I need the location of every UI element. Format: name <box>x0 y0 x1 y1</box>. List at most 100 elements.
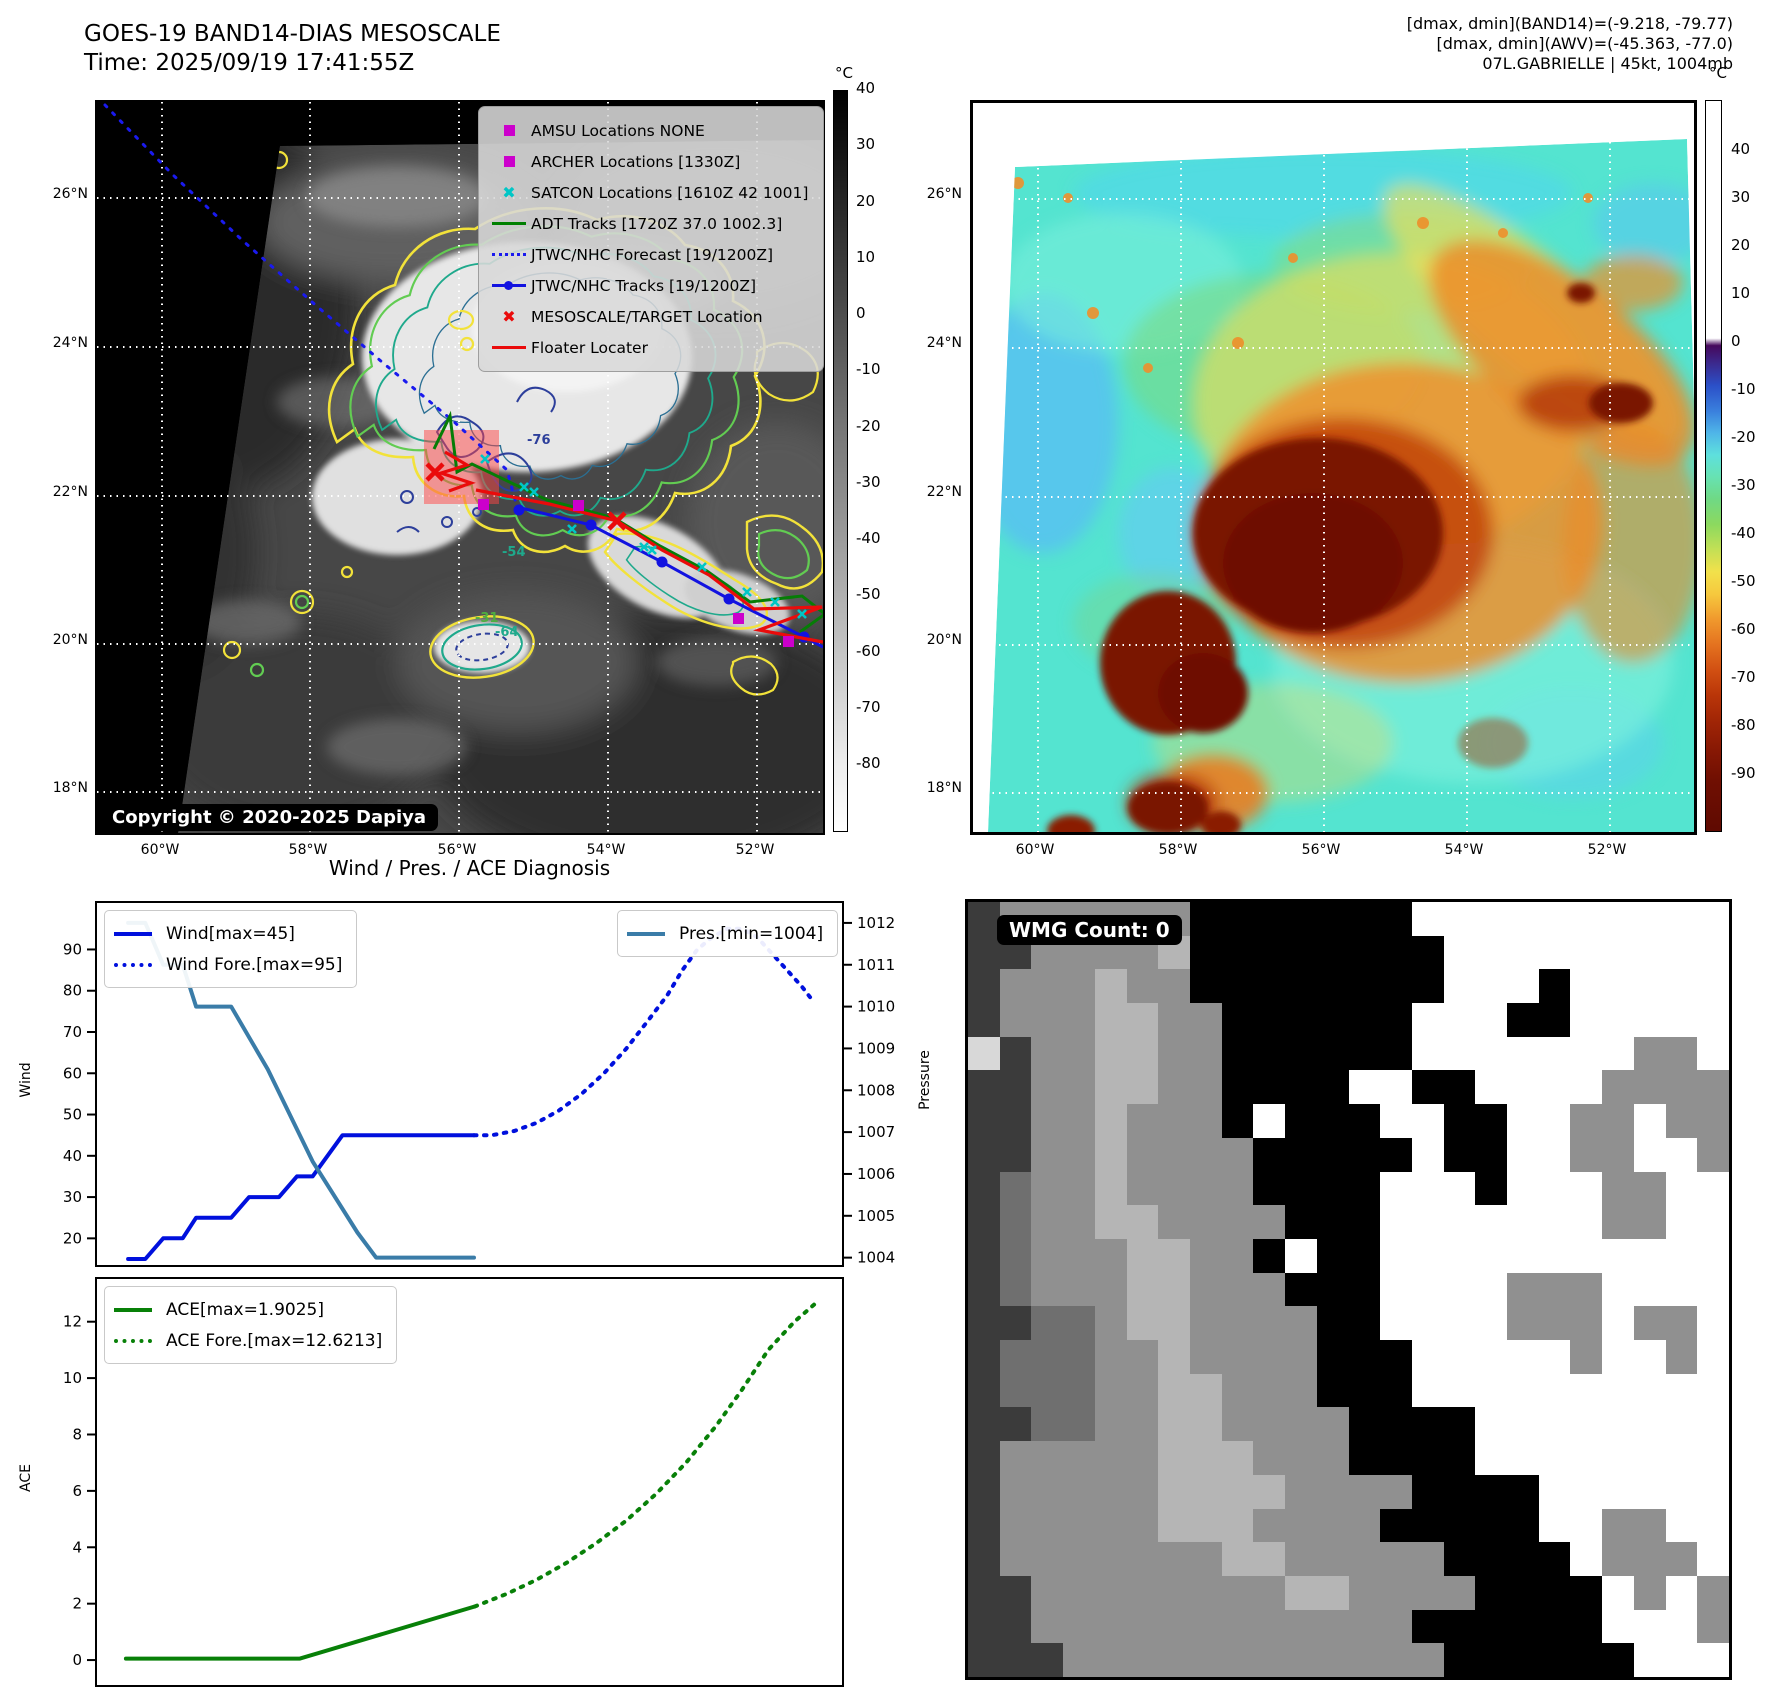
tick-label: 1007 <box>857 1123 895 1141</box>
wmg-cell <box>1665 935 1698 970</box>
wmg-cell <box>1443 1474 1476 1509</box>
tick-label: 8 <box>72 1425 82 1443</box>
wmg-cell <box>1094 1373 1127 1408</box>
wmg-cell <box>1063 1643 1095 1677</box>
colorbar-tick-label: 0 <box>856 304 866 322</box>
wmg-cell <box>1443 1306 1476 1341</box>
wmg-cell <box>1189 1542 1222 1576</box>
wmg-cell <box>1443 1508 1476 1543</box>
wmg-cell <box>1411 1238 1444 1273</box>
wmg-cell <box>1126 969 1159 1004</box>
colorbar-tick-label: 10 <box>1731 284 1751 302</box>
wmg-cell <box>1189 1474 1222 1509</box>
wmg-cell <box>1475 1407 1508 1442</box>
legend-item-amsu: AMSU Locations NONE <box>487 115 813 146</box>
wmg-cell <box>1507 1003 1539 1037</box>
wmg-cell <box>1570 1036 1603 1071</box>
colorbar-tick-label: -10 <box>856 360 881 379</box>
wmg-cell <box>1602 1036 1634 1071</box>
wmg-cell <box>1158 1137 1190 1172</box>
wmg-cell <box>1507 1070 1539 1105</box>
wmg-cell <box>1633 1474 1666 1509</box>
wmg-cell <box>999 1542 1032 1576</box>
wmg-cell <box>1348 1474 1381 1509</box>
wmg-cell <box>1316 1407 1349 1442</box>
wmg-cell <box>1697 1340 1729 1374</box>
wmg-cell <box>1221 1171 1254 1206</box>
colorbar-tick-label: -50 <box>856 585 881 604</box>
wmg-cell <box>1665 1306 1698 1341</box>
wmg-cell <box>999 1171 1032 1206</box>
tick-label: 1008 <box>857 1081 895 1099</box>
wmg-cell <box>1507 1542 1539 1576</box>
wmg-cell <box>1538 1070 1571 1105</box>
wmg-cell <box>1031 1575 1064 1610</box>
wmg-cell <box>968 1340 1000 1374</box>
wmg-cell <box>999 1205 1032 1239</box>
wmg-cell <box>999 969 1032 1004</box>
wmg-cell <box>1633 1205 1666 1239</box>
wmg-cell <box>999 1643 1032 1677</box>
wmg-cell <box>968 1609 1000 1644</box>
wmg-cell <box>1475 1306 1508 1341</box>
wmg-cell <box>1253 1070 1286 1105</box>
wmg-cell <box>1316 1104 1349 1138</box>
wmg-cell <box>1475 1104 1508 1138</box>
wmg-cell <box>1538 1508 1571 1543</box>
wmg-cell <box>1221 1441 1254 1475</box>
blue-dotted-line-icon <box>114 962 166 967</box>
wmg-cell <box>999 1036 1032 1071</box>
wmg-cell <box>1380 1003 1412 1037</box>
legend-item-archer: ARCHER Locations [1330Z] <box>487 146 813 177</box>
wmg-cell <box>1538 1407 1571 1442</box>
wmg-cell <box>1538 1137 1571 1172</box>
inner-contour-scribbles <box>396 386 556 533</box>
colorbar-tick-label: -20 <box>1731 428 1756 446</box>
wmg-cell <box>1633 1306 1666 1341</box>
wmg-cell <box>1348 1340 1381 1374</box>
wmg-cell <box>968 1036 1000 1071</box>
wmg-cell <box>1411 1575 1444 1610</box>
wmg-cell <box>1380 1441 1412 1475</box>
ace-chart: 0 2 4 6 8 10 12 <box>63 1277 844 1687</box>
wmg-cell <box>1443 1643 1476 1677</box>
wmg-cell <box>1602 902 1634 936</box>
wmg-cell <box>1507 1474 1539 1509</box>
wmg-cell <box>1475 1340 1508 1374</box>
wmg-cell <box>1507 1205 1539 1239</box>
band14-colorbar: °C 40 30 20 10 0 -10 -20 -30 -40 -50 -60 -70 -80 <box>833 64 923 834</box>
wmg-cell <box>1158 1542 1190 1576</box>
wmg-cell <box>1221 935 1254 970</box>
wmg-cell <box>1602 1474 1634 1509</box>
tick-label: 1006 <box>857 1165 895 1183</box>
blue-dotted-line-icon <box>487 253 531 256</box>
wmg-cell <box>1411 969 1444 1004</box>
wmg-cell <box>1602 969 1634 1004</box>
tick-label: 60 <box>63 1064 82 1082</box>
wmg-cell <box>1253 969 1286 1004</box>
wmg-cell <box>968 1474 1000 1509</box>
wmg-cell <box>968 1643 1000 1677</box>
pressure-axis-label: Pressure <box>917 1050 933 1110</box>
wmg-cell <box>1665 902 1698 936</box>
wmg-cell <box>1094 1238 1127 1273</box>
wmg-count-badge: WMG Count: 0 <box>997 915 1182 945</box>
wmg-cell <box>1475 1171 1508 1206</box>
wmg-cell <box>1475 1238 1508 1273</box>
wmg-cell <box>1063 1171 1095 1206</box>
wmg-cell <box>1221 1272 1254 1307</box>
wmg-cell <box>1507 1575 1539 1610</box>
wmg-cell <box>1316 1003 1349 1037</box>
wmg-cell <box>1538 1474 1571 1509</box>
green-solid-line-icon <box>114 1307 166 1312</box>
wmg-cell <box>1158 1643 1190 1677</box>
wmg-cell <box>1126 1205 1159 1239</box>
series-solid <box>123 1604 477 1661</box>
wmg-cell <box>1348 1205 1381 1239</box>
wmg-cell <box>1094 1609 1127 1644</box>
wmg-cell <box>1697 1070 1729 1105</box>
wmg-cell <box>999 1441 1032 1475</box>
wmg-cell <box>1475 1003 1508 1037</box>
wmg-cell <box>1063 1340 1095 1374</box>
wmg-cell <box>1158 1205 1190 1239</box>
